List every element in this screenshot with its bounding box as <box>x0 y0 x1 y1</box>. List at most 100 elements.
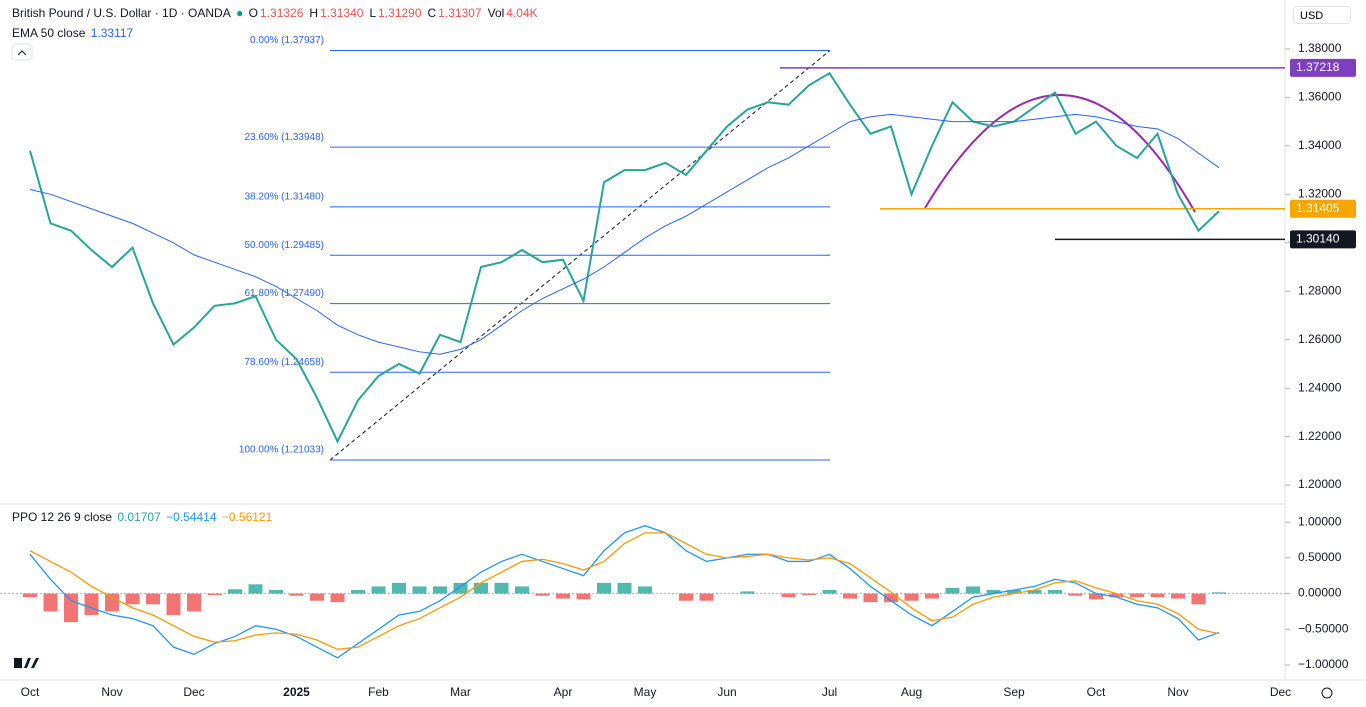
x-tick-label: Mar <box>450 685 471 699</box>
ema-value: 1.33117 <box>90 26 134 40</box>
histogram-bar <box>310 593 324 601</box>
ohlc-key: C <box>427 6 437 20</box>
histogram-bar <box>679 593 693 601</box>
x-tick-label: Dec <box>1270 685 1291 699</box>
y-tick-label: 1.34000 <box>1298 138 1342 152</box>
rounding-top-arc <box>924 94 1196 213</box>
y-tick-label: 1.24000 <box>1298 380 1342 394</box>
histogram-bar <box>966 586 980 594</box>
ppo-signal-value: −0.56121 <box>221 510 273 524</box>
currency-button[interactable]: USD <box>1293 6 1351 24</box>
ohlc: O 1.31326 H 1.31340 L 1.31290 C 1.31307 Vol 4.04K <box>249 6 544 20</box>
x-tick-label: Dec <box>183 685 204 699</box>
histogram-bar <box>1089 593 1103 600</box>
histogram-bar <box>597 582 611 594</box>
y-tick-label: 1.36000 <box>1298 90 1342 104</box>
histogram-bar <box>330 593 345 603</box>
ppo-value: −0.54414 <box>166 510 217 524</box>
level-label: 1.31405 <box>1296 201 1340 215</box>
histogram-bar <box>1130 593 1144 598</box>
histogram-bar <box>207 593 222 595</box>
histogram-bar <box>474 582 488 594</box>
x-tick-label: Jul <box>822 685 837 699</box>
x-tick-label: Nov <box>1167 685 1188 699</box>
level-label: 1.37218 <box>1296 60 1340 74</box>
level-tag <box>1290 58 1356 77</box>
histogram-bar <box>228 589 242 594</box>
histogram-bar <box>1212 592 1226 594</box>
histogram-bar <box>556 593 570 599</box>
ohlc-value: 1.31307 <box>438 6 482 20</box>
level-tag <box>1290 230 1356 249</box>
y-tick-label: 1.38000 <box>1298 41 1342 55</box>
histogram-bar <box>884 593 898 603</box>
histogram-bar <box>925 593 939 599</box>
histogram-bar <box>105 593 119 612</box>
histogram-bar <box>453 582 468 594</box>
ohlc-value: 1.31326 <box>260 6 304 20</box>
ema-name: EMA 50 close <box>12 26 86 40</box>
histogram-bar <box>822 590 837 594</box>
header: British Pound / U.S. Dollar · 1D · OANDA… <box>12 6 546 40</box>
y-tick-label: 0.50000 <box>1298 550 1342 564</box>
histogram-bar <box>781 593 796 598</box>
y-tick-label: −0.50000 <box>1298 621 1349 635</box>
histogram-bar <box>515 586 529 594</box>
ohlc-key: Vol <box>487 6 505 20</box>
histogram-bar <box>535 593 550 596</box>
histogram-bar <box>1027 590 1042 594</box>
histogram-bar <box>1150 593 1165 598</box>
histogram-bar <box>1048 590 1062 594</box>
x-tick-label: Oct <box>21 685 40 699</box>
ppo-hist-value: 0.01707 <box>117 510 161 524</box>
histogram-bar <box>64 593 78 623</box>
y-tick-label: 0.00000 <box>1298 586 1342 600</box>
symbol-title: British Pound / U.S. Dollar · 1D · OANDA <box>12 6 231 20</box>
histogram-bar <box>904 593 919 601</box>
y-tick-label: 1.26000 <box>1298 332 1342 346</box>
ppo-legend: PPO 12 26 9 close 0.01707 −0.54414 −0.56… <box>12 510 274 524</box>
collapse-icon <box>17 50 27 56</box>
y-tick-label: 1.22000 <box>1298 429 1342 443</box>
x-tick-label: Oct <box>1087 685 1106 699</box>
fib-label: 78.60% (1.24658) <box>244 357 324 368</box>
fib-label: 61.80% (1.27490) <box>244 288 324 299</box>
collapse-button[interactable] <box>11 43 33 61</box>
histogram-bar <box>945 587 960 594</box>
histogram-bar <box>843 593 857 599</box>
ppo-line <box>29 525 1220 659</box>
logo <box>14 658 39 668</box>
y-tick-label: 1.20000 <box>1298 477 1342 491</box>
histogram-bar <box>146 593 160 605</box>
signal-line <box>29 532 1220 650</box>
histogram-bar <box>187 593 201 612</box>
y-tick-label: 1.00000 <box>1298 514 1342 528</box>
ppo-title: PPO 12 26 9 close <box>12 510 113 524</box>
histogram-bar <box>740 591 755 594</box>
histogram-bar <box>166 593 181 615</box>
histogram-bar <box>576 593 591 600</box>
histogram-bar <box>433 586 447 594</box>
ohlc-value: 1.31340 <box>320 6 364 20</box>
x-tick-label: Apr <box>554 685 573 699</box>
histogram-bar <box>1007 590 1021 594</box>
ohlc-value: 1.31290 <box>378 6 422 20</box>
histogram-bar <box>863 593 878 603</box>
histogram-bar <box>248 584 263 594</box>
histogram-bar <box>494 582 509 594</box>
x-tick-label: Nov <box>101 685 122 699</box>
histogram-bar <box>1191 593 1206 605</box>
histogram-bar <box>351 590 365 594</box>
histogram-bar <box>638 586 652 594</box>
ohlc-key: L <box>369 6 377 20</box>
histogram-bar <box>43 593 58 612</box>
histogram-bar <box>23 593 37 598</box>
histogram-bar <box>986 590 1001 594</box>
fib-label: 38.20% (1.31480) <box>244 192 324 203</box>
histogram-bar <box>371 586 386 594</box>
histogram-bar <box>1171 593 1185 599</box>
fib-label: 0.00% (1.37937) <box>250 35 324 46</box>
histogram-bar <box>617 582 632 594</box>
settings-icon[interactable] <box>1321 687 1333 699</box>
